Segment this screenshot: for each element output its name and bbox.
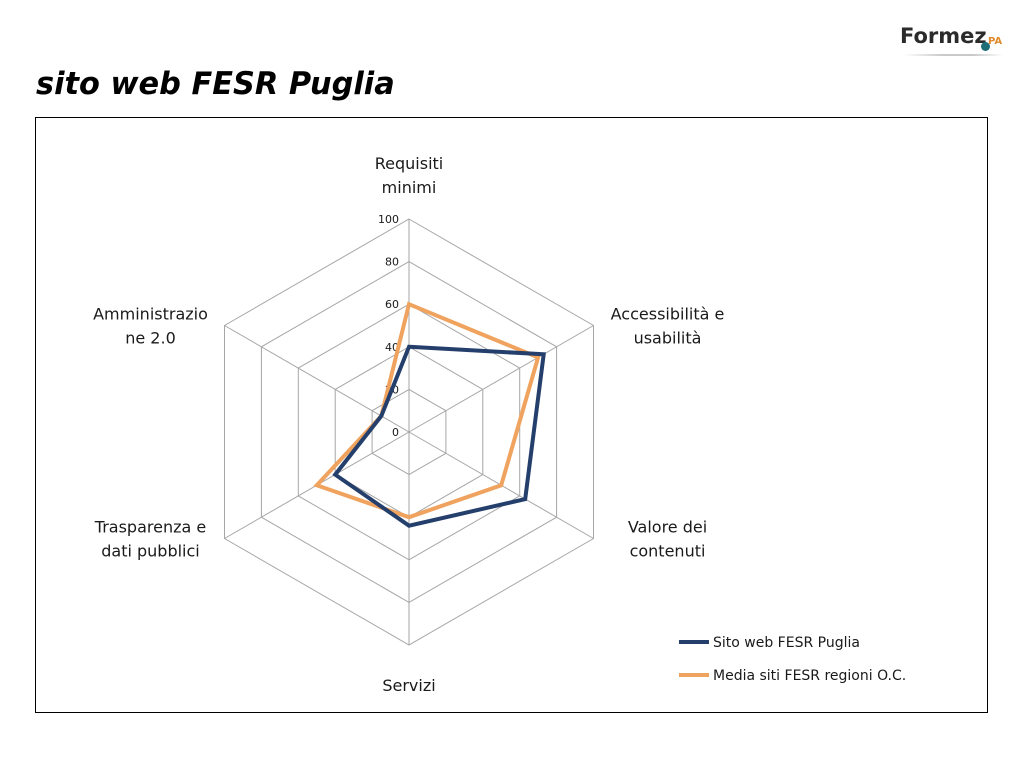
logo-suffix: PA (988, 36, 1003, 47)
legend-label-0: Sito web FESR Puglia (713, 635, 860, 651)
axis-label-line: Servizi (382, 676, 435, 695)
tick-label: 0 (392, 426, 399, 439)
radar-grid (224, 218, 594, 646)
series-line-0 (332, 344, 546, 528)
axis-label-line: dati pubblici (101, 542, 200, 561)
axis-label-line: Accessibilità e (611, 305, 725, 324)
legend-label-1: Media siti FESR regioni O.C. (713, 668, 906, 684)
axis-label-line: contenuti (630, 542, 706, 561)
axis-label-line: Amministrazio (93, 305, 208, 324)
axis-label-1: Accessibilità e usabilità (611, 305, 725, 348)
axis-label-line: minimi (382, 178, 437, 197)
tick-label: 60 (385, 298, 399, 311)
axis-label-3: Servizi (382, 676, 435, 695)
chart-legend: Sito web FESR Puglia Media siti FESR regi… (679, 635, 906, 684)
radar-series (313, 301, 546, 528)
radar-chart-frame: 0 20 40 60 80 100 Requisiti minimi Accessibilit… (35, 117, 988, 713)
axis-label-line: Requisiti (375, 154, 443, 173)
logo-underline (903, 54, 1003, 56)
axis-label-2: Valore dei contenuti (628, 518, 707, 561)
grid-spoke-5 (224, 325, 410, 433)
axis-label-line: ne 2.0 (125, 329, 176, 348)
tick-label: 100 (378, 213, 399, 226)
grid-spoke-1 (408, 325, 594, 433)
axis-label-line: usabilità (634, 329, 702, 348)
tick-label: 80 (385, 256, 399, 269)
formez-pa-logo: Formez PA (893, 22, 1011, 62)
axis-label-4: Trasparenza e dati pubblici (94, 518, 206, 561)
radar-axis-labels: Requisiti minimi Accessibilità e usabilità V… (93, 154, 724, 695)
axis-label-5: Amministrazio ne 2.0 (93, 305, 208, 348)
axis-label-line: Trasparenza e (94, 518, 206, 537)
logo-text: Formez (900, 24, 987, 48)
logo-dot (981, 42, 990, 51)
axis-label-line: Valore dei (628, 518, 707, 537)
page-title: sito web FESR Puglia (36, 66, 395, 102)
axis-label-0: Requisiti minimi (375, 154, 443, 197)
